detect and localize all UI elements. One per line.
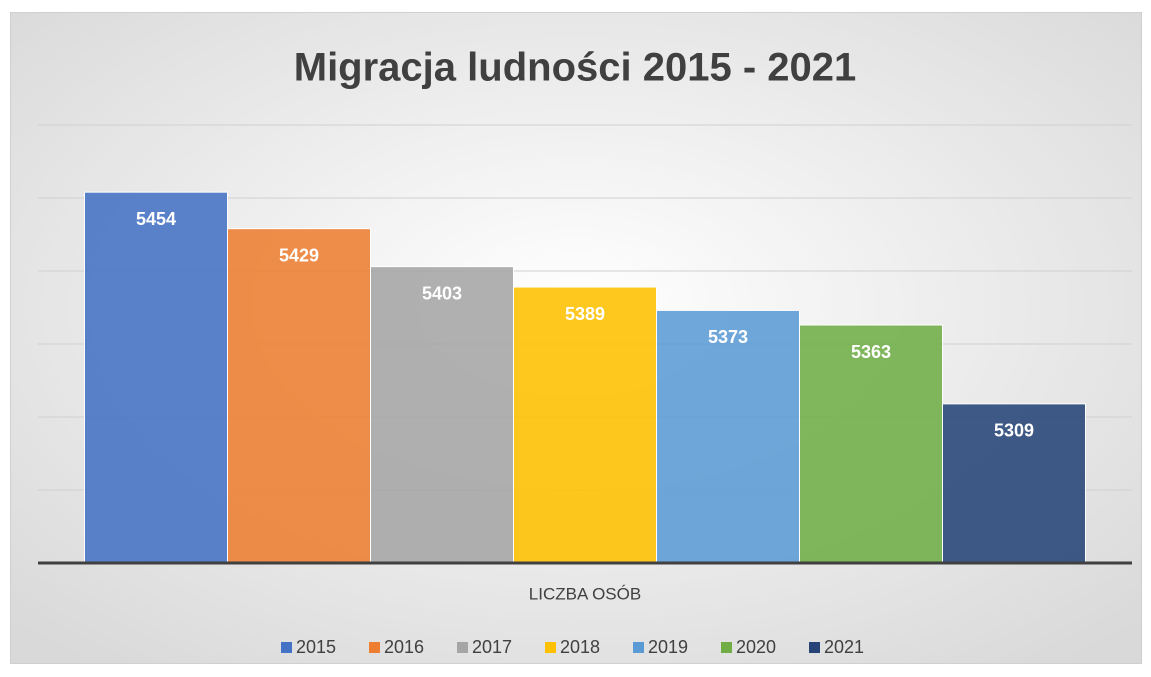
legend-label: 2015 <box>296 637 336 657</box>
value-label: 5389 <box>565 304 605 324</box>
legend-swatch <box>633 642 644 653</box>
legend-swatch <box>809 642 820 653</box>
bar <box>226 228 371 564</box>
value-label: 5454 <box>136 209 176 229</box>
legend-label: 2020 <box>736 637 776 657</box>
value-label: 5309 <box>994 421 1034 441</box>
legend-label: 2018 <box>560 637 600 657</box>
legend-label: 2017 <box>472 637 512 657</box>
value-label: 5363 <box>851 342 891 362</box>
legend-swatch <box>721 642 732 653</box>
legend-label: 2016 <box>384 637 424 657</box>
legend-swatch <box>281 642 292 653</box>
value-label: 5429 <box>279 245 319 265</box>
legend-swatch <box>545 642 556 653</box>
bar <box>512 286 658 564</box>
legend-swatch <box>369 642 380 653</box>
x-tick-label: LICZBA OSÓB <box>529 584 641 603</box>
chart-title: Migracja ludności 2015 - 2021 <box>294 46 856 90</box>
bar <box>656 309 801 564</box>
legend-swatch <box>457 642 468 653</box>
bar <box>799 324 944 564</box>
bar <box>83 191 228 564</box>
legend-label: 2019 <box>648 637 688 657</box>
legend-label: 2021 <box>824 637 864 657</box>
value-label: 5373 <box>708 327 748 347</box>
bar <box>942 403 1087 564</box>
value-label: 5403 <box>422 283 462 303</box>
bar <box>369 266 514 564</box>
